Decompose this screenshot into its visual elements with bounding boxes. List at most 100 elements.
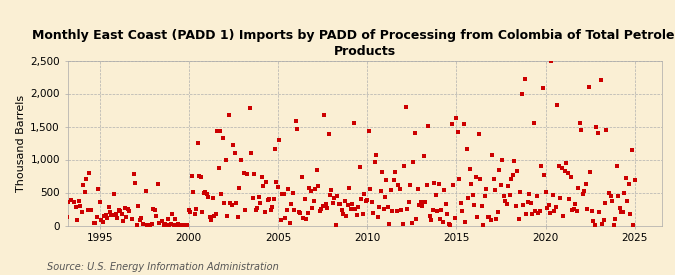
Point [92, 186, 103, 191]
Point [95, 199, 105, 204]
Point [543, 202, 554, 207]
Point [571, 209, 582, 213]
Point [573, 185, 584, 190]
Point [302, 210, 313, 215]
Point [497, 158, 508, 163]
Point [228, 143, 239, 147]
Point [353, 205, 364, 209]
Point [261, 180, 271, 184]
Point [588, 219, 599, 223]
Point [277, 191, 288, 196]
Point [323, 132, 334, 136]
Point [185, 210, 196, 214]
Point [290, 119, 301, 123]
Point [448, 183, 459, 187]
Y-axis label: Thousand Barrels: Thousand Barrels [16, 94, 26, 192]
Point [436, 208, 447, 212]
Point [560, 168, 570, 173]
Point [514, 217, 524, 221]
Point [140, 188, 151, 193]
Point [604, 191, 615, 195]
Point [547, 193, 558, 198]
Point [112, 216, 123, 220]
Point [122, 207, 133, 211]
Point [134, 218, 145, 222]
Point [283, 186, 294, 191]
Point [111, 212, 122, 216]
Point [599, 201, 610, 205]
Point [502, 201, 512, 206]
Point [63, 199, 74, 204]
Point [225, 201, 236, 206]
Point [227, 203, 238, 207]
Point [551, 205, 562, 210]
Point [610, 217, 621, 222]
Point [458, 122, 469, 126]
Point [157, 219, 167, 223]
Point [598, 218, 609, 223]
Point [463, 196, 474, 200]
Point [404, 200, 414, 204]
Point [269, 147, 280, 151]
Point [240, 208, 250, 213]
Point [387, 209, 398, 213]
Point [582, 207, 593, 211]
Point [230, 151, 240, 155]
Point [363, 129, 374, 133]
Point [66, 197, 77, 202]
Point [545, 211, 556, 215]
Point [477, 204, 487, 208]
Point [609, 222, 620, 227]
Point [274, 138, 285, 142]
Point [194, 174, 205, 178]
Point [337, 208, 348, 213]
Point [466, 182, 477, 186]
Point [504, 192, 515, 197]
Point [310, 187, 321, 191]
Point [576, 128, 587, 133]
Point [384, 221, 395, 226]
Point [424, 213, 435, 218]
Point [305, 188, 316, 193]
Point [383, 205, 394, 209]
Point [426, 218, 437, 222]
Point [317, 204, 328, 209]
Point [223, 113, 234, 117]
Point [115, 209, 126, 213]
Point [487, 153, 497, 157]
Point [146, 222, 157, 226]
Point [392, 209, 402, 213]
Point [236, 158, 246, 162]
Point [242, 172, 252, 176]
Point [421, 183, 432, 188]
Point [372, 215, 383, 219]
Point [133, 204, 144, 208]
Point [344, 186, 355, 190]
Point [152, 182, 163, 186]
Point [402, 207, 412, 212]
Point [408, 160, 418, 164]
Point [222, 214, 233, 218]
Point [191, 207, 202, 211]
Point [97, 219, 108, 224]
Point [136, 216, 146, 220]
Point [326, 188, 337, 192]
Point [561, 161, 572, 165]
Point [74, 199, 84, 203]
Point [281, 208, 292, 212]
Point [439, 188, 450, 192]
Point [213, 166, 224, 170]
Point [374, 205, 385, 209]
Point [254, 201, 265, 206]
Point [390, 170, 401, 174]
Point [327, 201, 338, 205]
Point [221, 158, 232, 162]
Point [445, 223, 456, 227]
Point [246, 150, 256, 155]
Point [441, 202, 452, 206]
Point [385, 188, 396, 192]
Point [605, 194, 616, 198]
Point [335, 202, 346, 207]
Point [174, 223, 185, 227]
Point [613, 194, 624, 198]
